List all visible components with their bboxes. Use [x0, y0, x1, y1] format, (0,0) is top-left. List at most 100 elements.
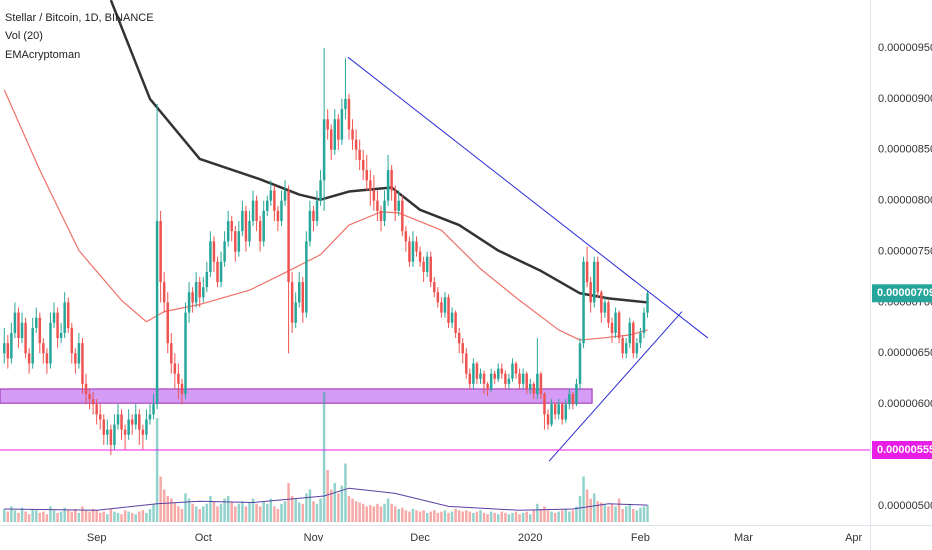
candle-body — [479, 373, 482, 379]
candle-body — [461, 343, 464, 354]
candle-body — [450, 312, 454, 323]
volume-bar — [49, 506, 52, 522]
volume-bar — [52, 510, 56, 522]
volume-bar — [230, 502, 233, 522]
volume-bar — [521, 512, 525, 522]
volume-bar — [585, 489, 589, 522]
volume-bar — [447, 512, 450, 522]
candle-body — [393, 190, 397, 211]
volume-bar — [56, 512, 59, 522]
candle-body — [521, 373, 525, 384]
volume-bar — [262, 501, 265, 522]
candle-body — [106, 429, 109, 435]
volume-bar — [205, 503, 209, 522]
x-tick-label: Feb — [631, 532, 650, 544]
volume-bar — [173, 502, 177, 522]
volume-bar — [514, 511, 518, 522]
candle-body — [447, 297, 450, 323]
candle-body — [425, 256, 429, 272]
volume-bar — [3, 509, 6, 522]
candle-body — [472, 363, 475, 384]
volume-bar — [180, 509, 184, 522]
volume-bar — [106, 514, 109, 522]
volume-bar — [433, 510, 436, 522]
candle-body — [497, 368, 500, 379]
y-tick-label: 0.00000800 — [878, 195, 932, 207]
candle-body — [77, 343, 81, 364]
volume-bar — [603, 503, 607, 522]
indicator-label: EMAcryptoman — [5, 49, 80, 61]
axes: 0.00000950 0.00000900 0.00000850 0.00000800… — [87, 42, 932, 544]
volume-bar — [113, 511, 116, 522]
volume-bar — [88, 511, 91, 522]
volume-bar — [120, 514, 123, 522]
candle-body — [91, 399, 95, 405]
volume-bar — [632, 509, 635, 522]
volume-bar — [74, 509, 77, 522]
candle-body — [273, 190, 276, 211]
plot-area — [0, 0, 870, 522]
volume-bar — [489, 511, 493, 522]
candle-body — [198, 282, 201, 298]
candle-body — [116, 414, 120, 425]
candle-body — [255, 200, 258, 222]
volume-bar — [305, 493, 308, 522]
candle-body — [489, 373, 493, 389]
chart-title: Stellar / Bitcoin, 1D, BINANCE — [5, 12, 154, 24]
candle-body — [52, 312, 56, 323]
volume-bar — [635, 510, 639, 522]
candle-body — [642, 312, 646, 333]
volume-bar — [504, 512, 507, 522]
volume-bar — [123, 510, 127, 522]
candle-body — [482, 373, 486, 384]
candle-body — [365, 170, 369, 181]
volume-bar — [287, 483, 290, 522]
candle-body — [532, 383, 536, 395]
volume-bar — [159, 476, 162, 522]
candle-body — [614, 312, 617, 333]
volume-bar — [497, 514, 500, 522]
volume-bar — [589, 498, 592, 522]
volume-bar — [45, 514, 49, 522]
candle-body — [66, 302, 70, 328]
candle-body — [191, 292, 194, 303]
volume-bar — [244, 506, 248, 522]
candle-body — [632, 322, 635, 354]
last-price-label-bg — [872, 284, 932, 303]
candle-body — [454, 312, 457, 333]
candle-body — [98, 414, 102, 420]
volume-bar — [347, 496, 351, 522]
volume-bar — [6, 511, 10, 522]
candle-body — [372, 190, 376, 201]
candle-body — [411, 241, 415, 262]
candle-body — [568, 394, 571, 405]
candle-body — [578, 343, 582, 384]
candle-body — [518, 373, 521, 384]
indicator-label: Vol (20) — [5, 30, 43, 42]
volume-bar — [372, 506, 376, 522]
volume-bar — [344, 463, 347, 522]
candle-body — [624, 343, 628, 354]
last-price-label: 0.00000709 — [877, 287, 932, 299]
candle-body — [258, 221, 262, 242]
candle-body — [415, 241, 418, 252]
volume-bar — [600, 502, 603, 522]
candle-body — [610, 322, 614, 333]
volume-bar — [642, 506, 646, 522]
volume-bar — [369, 505, 372, 522]
volume-bar — [333, 483, 337, 522]
support-zone — [0, 388, 593, 404]
candle-body — [262, 210, 265, 242]
candle-body — [166, 302, 169, 344]
x-tick-label: Sep — [87, 532, 107, 544]
volume-bar — [184, 493, 187, 522]
candle-body — [209, 241, 212, 272]
candle-body — [56, 312, 59, 339]
candle-body — [173, 363, 177, 374]
candle-body — [63, 302, 66, 333]
candle-body — [408, 241, 411, 262]
volume-bar — [273, 506, 276, 522]
candle-body — [162, 282, 166, 303]
candle-body — [308, 210, 312, 242]
